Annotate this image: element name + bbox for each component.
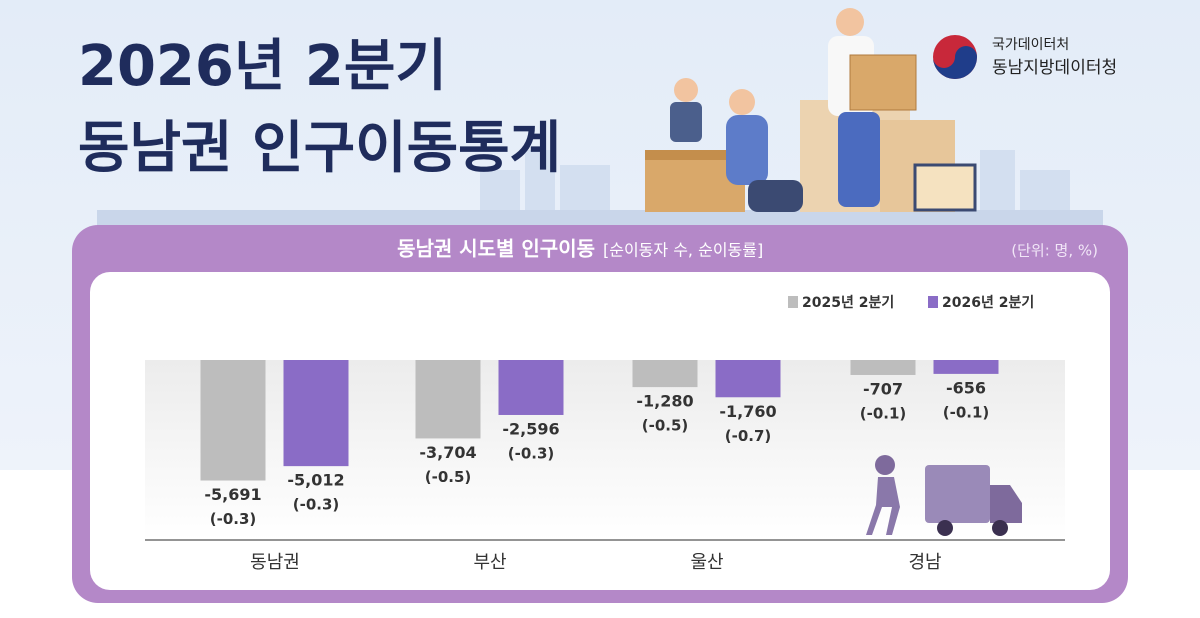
logo [933, 46, 977, 79]
illustration [645, 8, 977, 212]
chart-subtitle: [순이동자 수, 순이동률] [603, 241, 763, 260]
rate-label: (-0.1) [860, 404, 907, 422]
legend-label: 2025년 2분기 [802, 295, 894, 311]
title: 2026년 2분기 [78, 34, 447, 99]
value-label: -3,704 [419, 443, 476, 462]
bar [498, 360, 564, 415]
skyline [480, 150, 1070, 215]
org-name: 국가데이터처 [992, 37, 1069, 53]
bar [715, 360, 781, 398]
ground [97, 210, 1103, 226]
bar [283, 360, 349, 467]
chart-title: 동남권 시도별 인구이동 [397, 237, 595, 261]
legend-swatch [788, 296, 798, 308]
rate-label: (-0.1) [943, 403, 990, 421]
value-label: -5,012 [287, 471, 344, 490]
rate-label: (-0.3) [293, 496, 340, 514]
legend-label: 2026년 2분기 [942, 295, 1034, 311]
bar [632, 360, 698, 388]
x-tick-label: 경남 [908, 552, 941, 573]
rate-label: (-0.7) [725, 427, 772, 445]
bar [933, 360, 999, 374]
value-label: -1,280 [636, 392, 693, 411]
x-tick-label: 동남권 [250, 552, 300, 573]
bar [200, 360, 266, 481]
title: 동남권 인구이동통계 [78, 116, 561, 181]
rate-label: (-0.5) [425, 468, 472, 486]
x-tick-label: 울산 [690, 552, 723, 573]
truck [866, 455, 1022, 536]
value-label: -2,596 [502, 419, 559, 438]
x-tick-label: 부산 [473, 552, 506, 573]
bar [415, 360, 481, 439]
rate-label: (-0.3) [210, 510, 257, 528]
org-name: 동남지방데이터청 [992, 58, 1117, 78]
unit: (단위: 명, %) [1011, 242, 1098, 260]
value-label: -1,760 [719, 402, 776, 421]
value-label: -656 [946, 378, 986, 397]
legend-swatch [928, 296, 938, 308]
rate-label: (-0.5) [642, 417, 689, 435]
value-label: -5,691 [204, 485, 261, 504]
bar [850, 360, 916, 375]
value-label: -707 [863, 379, 903, 398]
rate-label: (-0.3) [508, 444, 555, 462]
